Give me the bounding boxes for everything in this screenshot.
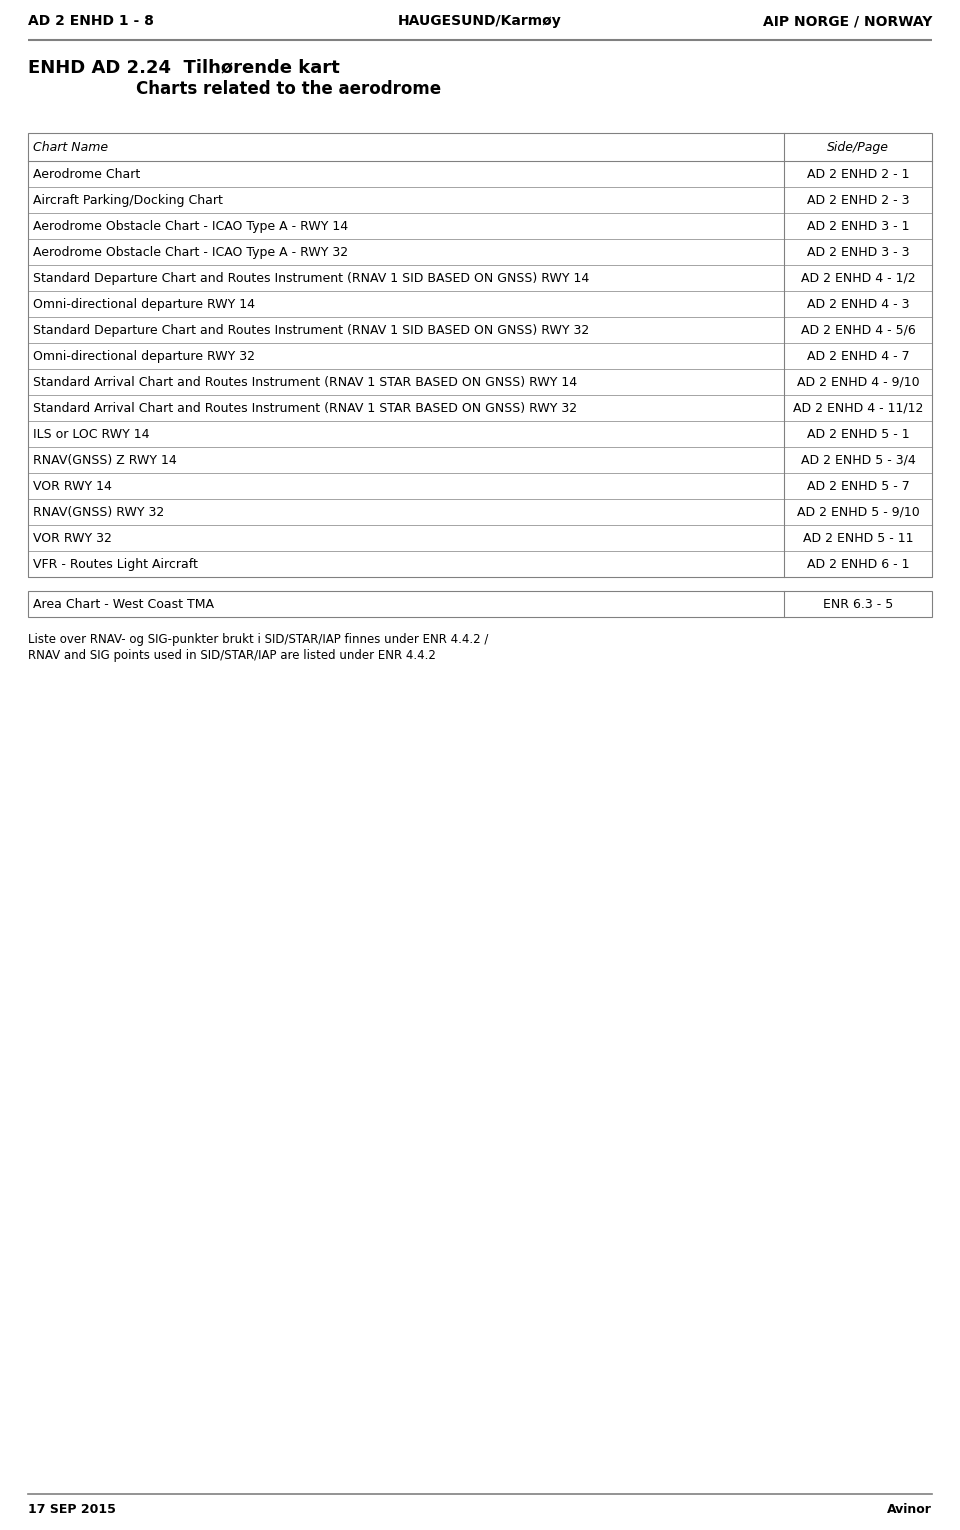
Text: AD 2 ENHD 4 - 1/2: AD 2 ENHD 4 - 1/2 [801, 271, 915, 285]
Text: Aerodrome Obstacle Chart - ICAO Type A - RWY 14: Aerodrome Obstacle Chart - ICAO Type A -… [33, 219, 348, 233]
Text: AD 2 ENHD 5 - 3/4: AD 2 ENHD 5 - 3/4 [801, 453, 916, 467]
Text: Omni-directional departure RWY 14: Omni-directional departure RWY 14 [33, 297, 255, 311]
Text: HAUGESUND/Karmøy: HAUGESUND/Karmøy [398, 14, 562, 28]
Text: ILS or LOC RWY 14: ILS or LOC RWY 14 [33, 427, 150, 441]
Text: Standard Arrival Chart and Routes Instrument (RNAV 1 STAR BASED ON GNSS) RWY 14: Standard Arrival Chart and Routes Instru… [33, 375, 577, 389]
Text: AD 2 ENHD 5 - 9/10: AD 2 ENHD 5 - 9/10 [797, 505, 920, 519]
Text: AD 2 ENHD 1 - 8: AD 2 ENHD 1 - 8 [28, 14, 154, 28]
Bar [28, 591, 932, 617]
Text: RNAV(GNSS) Z RWY 14: RNAV(GNSS) Z RWY 14 [33, 453, 177, 467]
Text: VOR RWY 32: VOR RWY 32 [33, 531, 112, 545]
Text: AD 2 ENHD 3 - 3: AD 2 ENHD 3 - 3 [806, 245, 909, 259]
Text: AD 2 ENHD 4 - 9/10: AD 2 ENHD 4 - 9/10 [797, 375, 920, 389]
Text: Aircraft Parking/Docking Chart: Aircraft Parking/Docking Chart [33, 193, 223, 207]
Text: AD 2 ENHD 4 - 11/12: AD 2 ENHD 4 - 11/12 [793, 401, 924, 415]
Text: Aerodrome Obstacle Chart - ICAO Type A - RWY 32: Aerodrome Obstacle Chart - ICAO Type A -… [33, 245, 348, 259]
Text: Side/Page: Side/Page [827, 141, 889, 153]
Text: VFR - Routes Light Aircraft: VFR - Routes Light Aircraft [33, 557, 198, 571]
Text: Avinor: Avinor [887, 1502, 932, 1516]
Text: ENR 6.3 - 5: ENR 6.3 - 5 [823, 598, 893, 610]
Text: AD 2 ENHD 5 - 7: AD 2 ENHD 5 - 7 [806, 479, 909, 493]
Text: VOR RWY 14: VOR RWY 14 [33, 479, 112, 493]
Text: AD 2 ENHD 3 - 1: AD 2 ENHD 3 - 1 [806, 219, 909, 233]
Text: Charts related to the aerodrome: Charts related to the aerodrome [136, 80, 442, 98]
Text: RNAV(GNSS) RWY 32: RNAV(GNSS) RWY 32 [33, 505, 164, 519]
Text: Standard Departure Chart and Routes Instrument (RNAV 1 SID BASED ON GNSS) RWY 14: Standard Departure Chart and Routes Inst… [33, 271, 589, 285]
Text: AD 2 ENHD 4 - 5/6: AD 2 ENHD 4 - 5/6 [801, 323, 916, 337]
Text: AD 2 ENHD 5 - 1: AD 2 ENHD 5 - 1 [806, 427, 909, 441]
Text: Area Chart - West Coast TMA: Area Chart - West Coast TMA [33, 598, 214, 610]
Text: Liste over RNAV- og SIG-punkter brukt i SID/STAR/IAP finnes under ENR 4.4.2 /: Liste over RNAV- og SIG-punkter brukt i … [28, 633, 489, 646]
Text: Chart Name: Chart Name [33, 141, 108, 153]
Text: AD 2 ENHD 2 - 1: AD 2 ENHD 2 - 1 [806, 167, 909, 181]
Text: Omni-directional departure RWY 32: Omni-directional departure RWY 32 [33, 349, 255, 363]
Text: Standard Departure Chart and Routes Instrument (RNAV 1 SID BASED ON GNSS) RWY 32: Standard Departure Chart and Routes Inst… [33, 323, 589, 337]
Text: AD 2 ENHD 2 - 3: AD 2 ENHD 2 - 3 [806, 193, 909, 207]
Text: AD 2 ENHD 5 - 11: AD 2 ENHD 5 - 11 [803, 531, 913, 545]
Text: 17 SEP 2015: 17 SEP 2015 [28, 1502, 116, 1516]
Text: Standard Arrival Chart and Routes Instrument (RNAV 1 STAR BASED ON GNSS) RWY 32: Standard Arrival Chart and Routes Instru… [33, 401, 577, 415]
Text: ENHD AD 2.24  Tilhørende kart: ENHD AD 2.24 Tilhørende kart [28, 58, 340, 76]
Bar [28, 133, 932, 577]
Text: Aerodrome Chart: Aerodrome Chart [33, 167, 140, 181]
Text: RNAV and SIG points used in SID/STAR/IAP are listed under ENR 4.4.2: RNAV and SIG points used in SID/STAR/IAP… [28, 649, 436, 662]
Text: AD 2 ENHD 6 - 1: AD 2 ENHD 6 - 1 [806, 557, 909, 571]
Text: AD 2 ENHD 4 - 7: AD 2 ENHD 4 - 7 [806, 349, 909, 363]
Text: AIP NORGE / NORWAY: AIP NORGE / NORWAY [762, 14, 932, 28]
Text: AD 2 ENHD 4 - 3: AD 2 ENHD 4 - 3 [806, 297, 909, 311]
